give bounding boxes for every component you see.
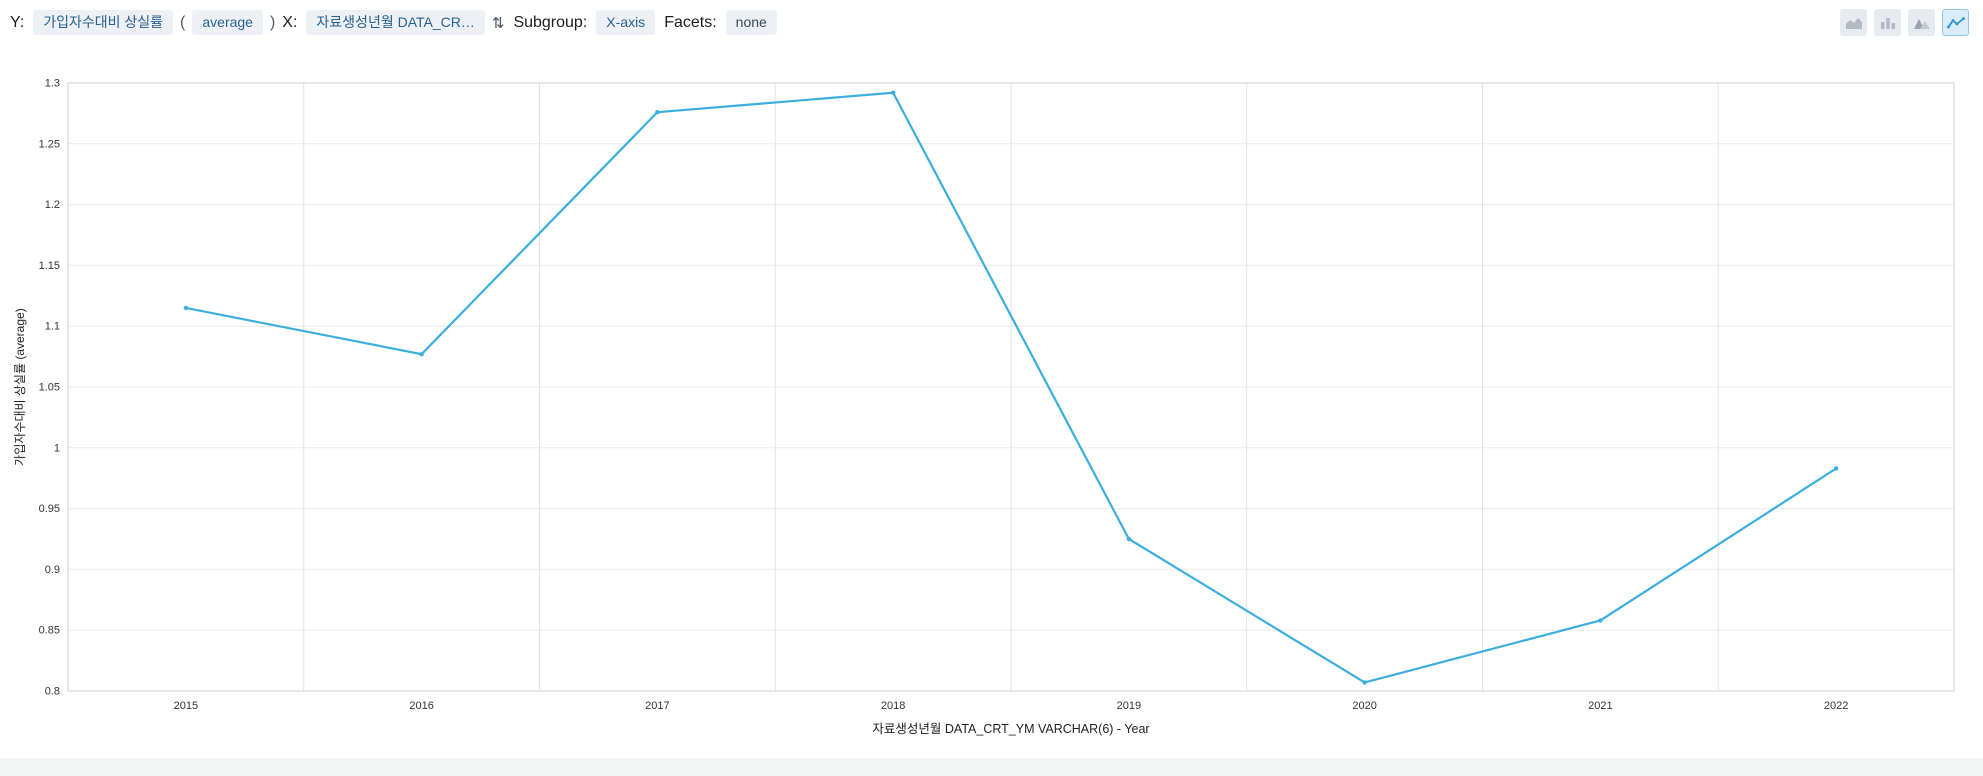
- y-field-chip[interactable]: 가입자수대비 상실률: [33, 10, 174, 35]
- y-tick-label: 1.05: [39, 382, 60, 394]
- data-point: [183, 305, 189, 311]
- paren-open: (: [180, 13, 186, 31]
- chart-type-switcher: [1840, 9, 1969, 36]
- data-point: [655, 109, 660, 115]
- stacked-area-chart-icon: [1913, 18, 1930, 29]
- y-tick-label: 1.2: [45, 199, 60, 211]
- x-tick-label: 2017: [645, 700, 669, 712]
- area-chart-type-button[interactable]: [1840, 9, 1867, 36]
- x-field-chip[interactable]: 자료생성년월 DATA_CR…: [306, 10, 485, 35]
- paren-close: ): [269, 13, 276, 31]
- data-point: [890, 90, 896, 95]
- footer-strip: [0, 758, 1983, 776]
- line-chart-icon: [1946, 16, 1965, 28]
- y-axis-field-label: Y:: [10, 13, 25, 31]
- y-tick-label: 0.85: [39, 625, 60, 637]
- data-point: [1362, 680, 1367, 685]
- facets-label: Facets:: [664, 13, 717, 31]
- bar-chart-icon: [1880, 17, 1895, 29]
- x-tick-label: 2015: [174, 700, 198, 712]
- chart-line: [184, 91, 1838, 684]
- y-tick-label: 0.95: [39, 503, 60, 515]
- y-tick-label: 0.8: [45, 686, 60, 698]
- chart-config-toolbar: Y: 가입자수대비 상실률 ( average ) X: 자료생성년월 DATA…: [0, 0, 1983, 43]
- chart-area: 0.8 0.85 0.9 0.95 1 1.05 1.1 1.15 1.2 1.25 1.3 2015…: [0, 43, 1983, 756]
- subgroup-label: Subgroup:: [513, 13, 588, 31]
- y-tick-label: 1.3: [45, 78, 60, 90]
- data-point: [1126, 536, 1132, 542]
- x-tick-label: 2021: [1588, 700, 1612, 712]
- x-tick-label: 2022: [1824, 700, 1848, 712]
- line-chart-type-button[interactable]: [1942, 9, 1969, 36]
- x-axis-title: 자료생성년월 DATA_CRT_YM VARCHAR(6) - Year: [872, 722, 1149, 736]
- y-tick-label: 1.25: [39, 138, 60, 150]
- x-tick-label: 2020: [1352, 700, 1376, 712]
- data-point: [1598, 618, 1603, 623]
- data-point: [1833, 466, 1839, 471]
- subgroup-chip[interactable]: X-axis: [596, 10, 656, 35]
- stacked-area-chart-type-button[interactable]: [1908, 9, 1935, 36]
- y-tick-label: 1: [54, 442, 60, 454]
- bar-chart-type-button[interactable]: [1874, 9, 1901, 36]
- x-tick-label: 2018: [881, 700, 905, 712]
- aggregation-chip[interactable]: average: [192, 10, 263, 35]
- y-tick-label: 1.1: [45, 321, 60, 333]
- x-axis-field-label: X:: [282, 13, 298, 31]
- y-axis-title: 가입자수대비 상실률 (average): [13, 308, 27, 465]
- y-tick-label: 1.15: [39, 260, 60, 272]
- x-tick-label: 2019: [1117, 700, 1141, 712]
- data-point: [419, 351, 424, 357]
- area-chart-icon: [1845, 17, 1862, 29]
- y-tick-label: 0.9: [45, 564, 60, 576]
- x-tick-label: 2016: [409, 700, 433, 712]
- plot-border: [67, 82, 1955, 692]
- facets-chip[interactable]: none: [725, 10, 777, 35]
- sort-icon[interactable]: ⇅: [491, 14, 505, 32]
- line-chart-svg: 0.8 0.85 0.9 0.95 1 1.05 1.1 1.15 1.2 1.25 1.3 2015…: [13, 78, 1955, 736]
